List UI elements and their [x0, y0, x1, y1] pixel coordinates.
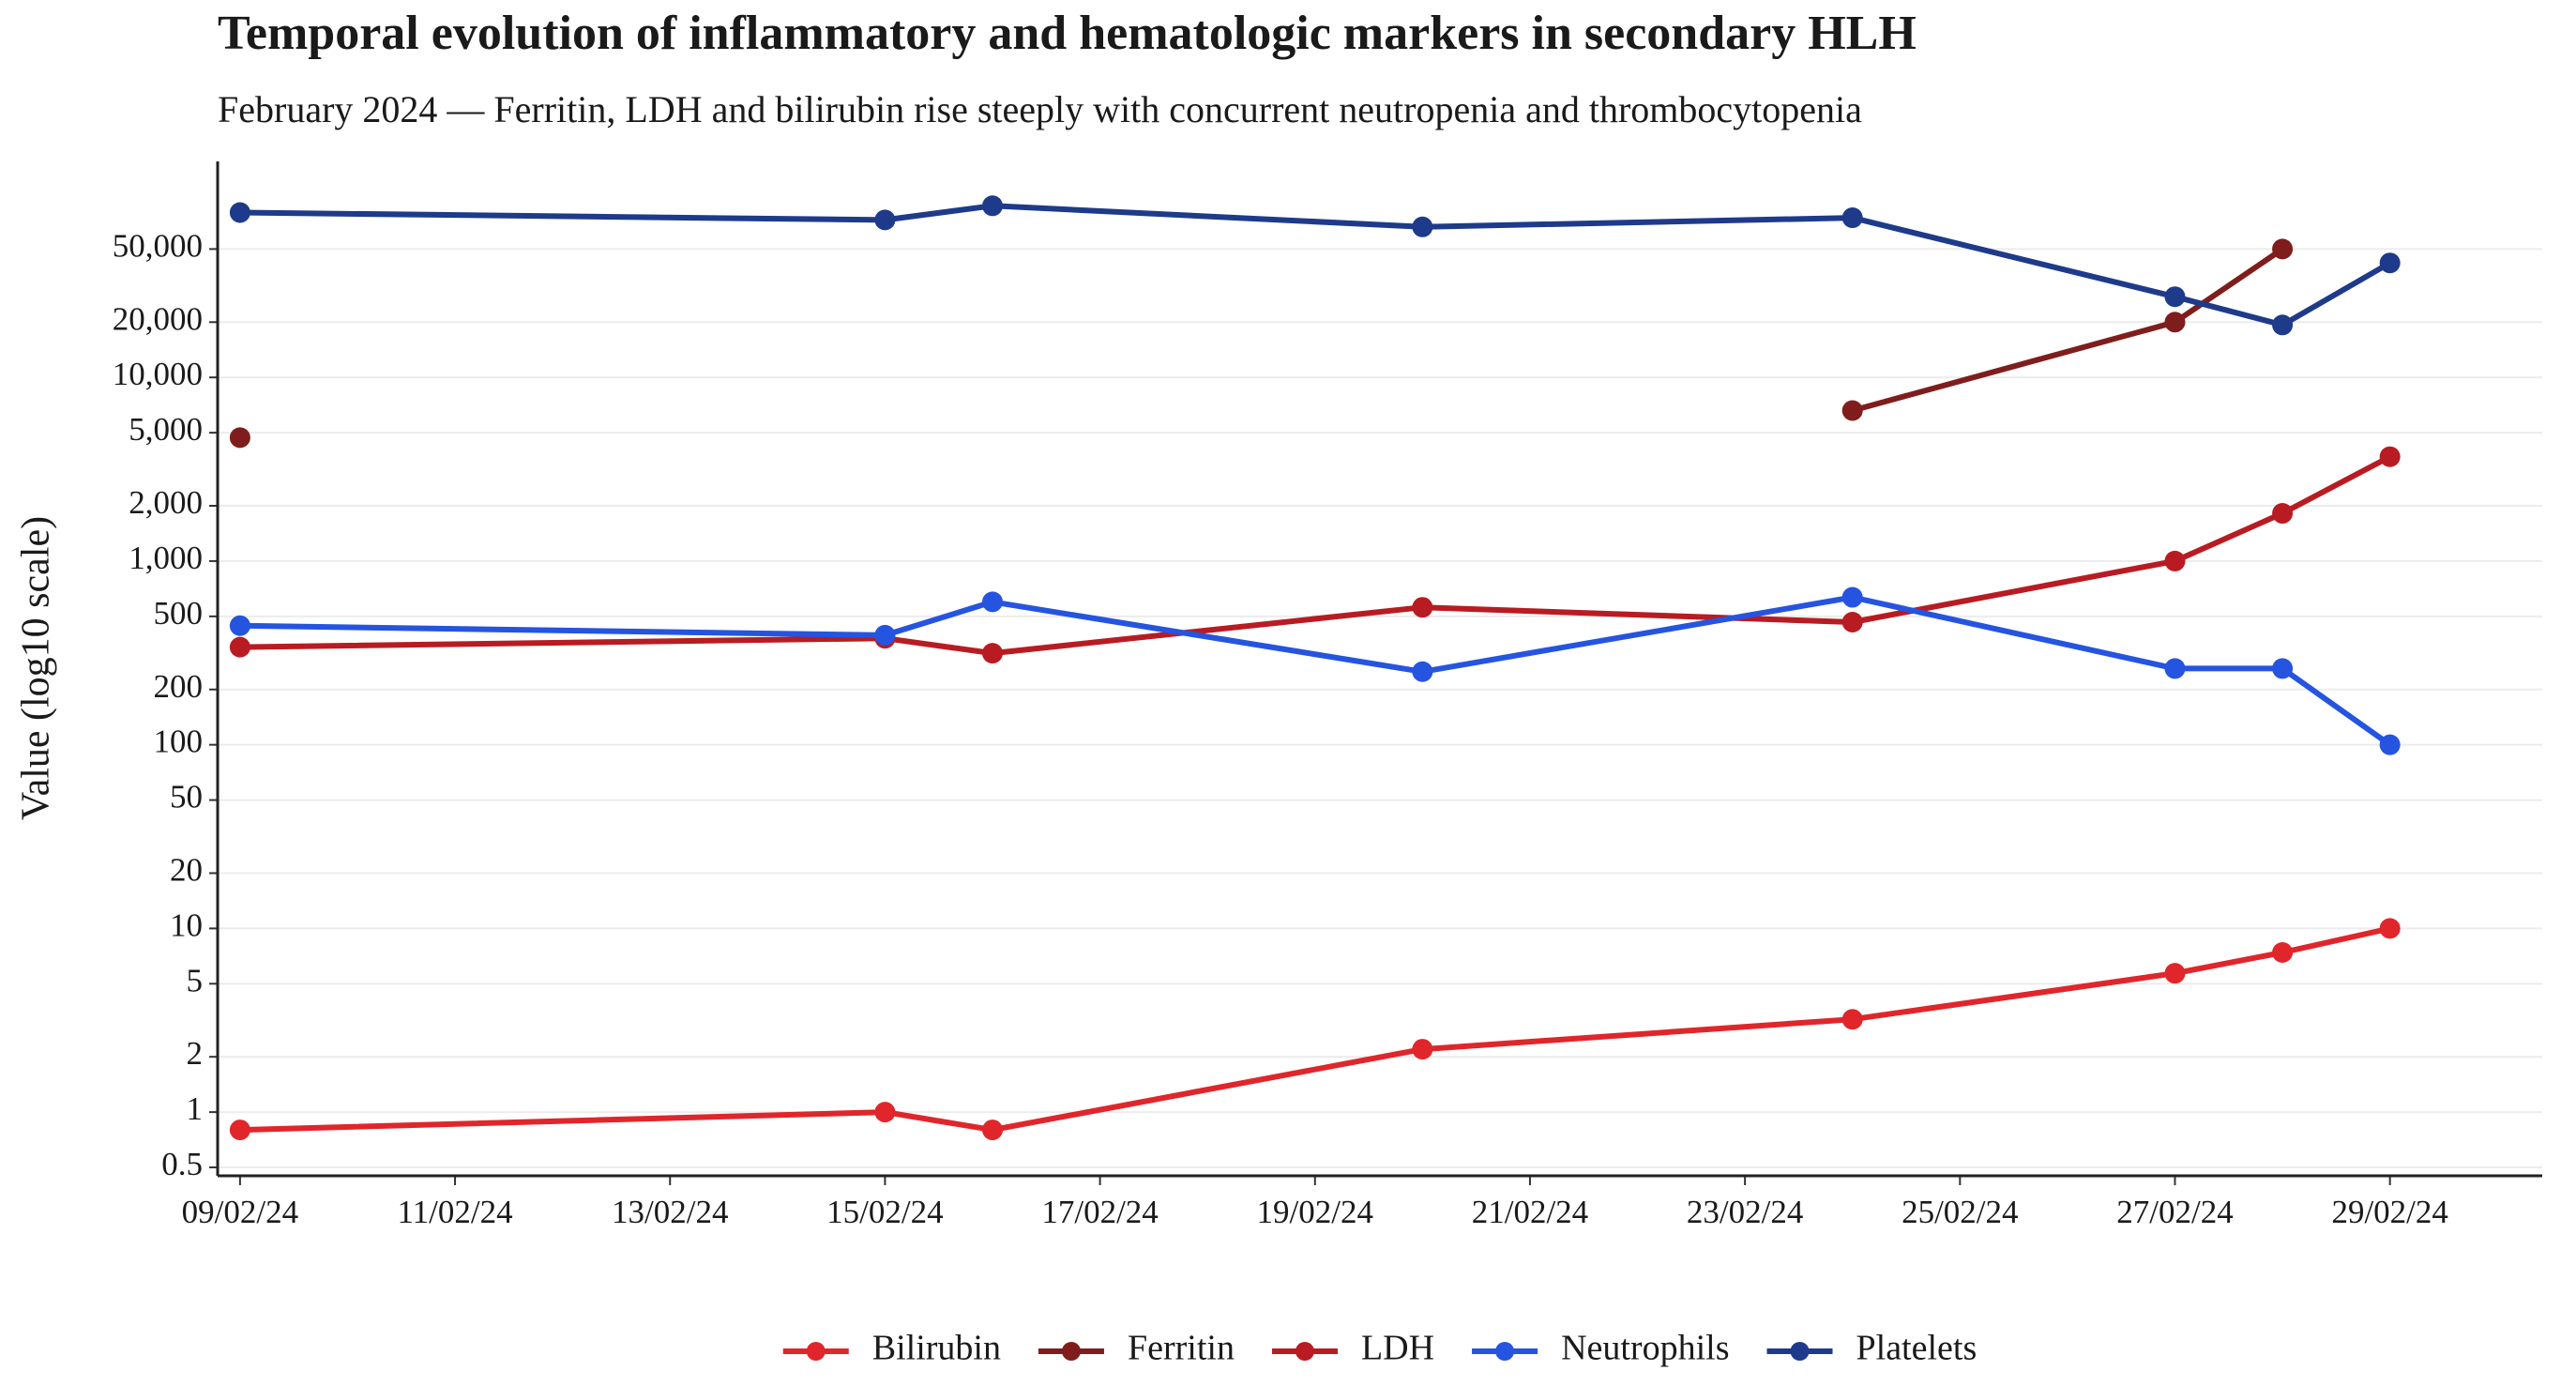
data-point — [2379, 252, 2401, 274]
y-tick-label: 100 — [154, 723, 204, 760]
data-point — [1841, 1009, 1863, 1030]
y-tick-label: 1,000 — [129, 540, 203, 576]
data-point — [1412, 661, 1433, 682]
series-line — [239, 925, 2391, 1134]
data-point — [2272, 503, 2294, 525]
y-tick-label: 20,000 — [113, 300, 203, 337]
data-point — [2379, 918, 2401, 939]
x-tick-label: 27/02/24 — [2116, 1194, 2233, 1230]
data-point — [2272, 658, 2294, 679]
data-point — [229, 202, 250, 223]
data-point — [229, 1119, 250, 1141]
legend-item: Ferritin — [1038, 1329, 1235, 1368]
data-point — [1841, 207, 1863, 229]
data-point — [2379, 734, 2401, 755]
legend-item: Bilirubin — [782, 1329, 1001, 1368]
x-tick-label: 29/02/24 — [2331, 1194, 2447, 1230]
legend-swatch-dot — [1061, 1342, 1081, 1361]
series-line — [239, 594, 2392, 748]
data-point — [1412, 216, 1433, 237]
x-tick-label: 09/02/24 — [182, 1194, 298, 1230]
data-point — [874, 209, 896, 231]
x-tick-label: 17/02/24 — [1041, 1194, 1158, 1230]
x-tick-label: 19/02/24 — [1257, 1194, 1373, 1230]
x-tick-label: 11/02/24 — [397, 1194, 512, 1230]
data-point — [1412, 1039, 1433, 1060]
series-line — [239, 454, 2392, 657]
data-point — [2164, 312, 2186, 333]
legend-swatch-dot — [806, 1342, 826, 1361]
legend-label: Neutrophils — [1561, 1329, 1729, 1368]
y-tick-label: 500 — [154, 595, 204, 632]
y-tick-label: 20 — [170, 852, 203, 889]
data-point — [982, 591, 1003, 613]
x-tick-label: 21/02/24 — [1472, 1194, 1588, 1230]
legend-item: Platelets — [1766, 1329, 1977, 1368]
data-point — [2272, 941, 2294, 963]
x-tick-label: 23/02/24 — [1687, 1194, 1803, 1230]
data-point — [874, 1102, 896, 1123]
data-point — [982, 643, 1003, 664]
legend-label: LDH — [1361, 1329, 1434, 1368]
x-tick-label: 15/02/24 — [826, 1194, 943, 1230]
data-point — [2379, 446, 2401, 467]
data-point — [1841, 586, 1863, 608]
y-tick-label: 10 — [170, 906, 203, 943]
data-point — [2272, 238, 2294, 260]
data-point — [982, 1119, 1003, 1141]
y-tick-label: 50 — [170, 779, 203, 815]
data-point — [1412, 597, 1433, 618]
y-tick-label: 5 — [187, 962, 204, 998]
y-tick-label: 0.5 — [161, 1146, 203, 1182]
data-point — [1841, 612, 1863, 633]
series-line — [239, 203, 2392, 328]
x-tick-label: 13/02/24 — [612, 1194, 728, 1230]
legend-swatch-dot — [1790, 1342, 1810, 1361]
chart-title: Temporal evolution of inflammatory and h… — [218, 7, 1917, 60]
data-point — [2272, 314, 2294, 336]
legend-swatch-dot — [1295, 1342, 1314, 1361]
legend-item: Neutrophils — [1472, 1329, 1730, 1368]
data-point — [1841, 400, 1863, 421]
legend-swatch-dot — [1495, 1342, 1515, 1361]
y-tick-label: 10,000 — [113, 356, 203, 392]
legend-label: Platelets — [1856, 1329, 1977, 1368]
y-axis-label: Value (log10 scale) — [15, 516, 58, 820]
data-point — [2164, 963, 2186, 984]
y-tick-label: 2,000 — [129, 484, 203, 521]
x-tick-label: 25/02/24 — [1902, 1194, 2018, 1230]
y-tick-label: 200 — [154, 668, 204, 705]
data-point — [229, 636, 250, 658]
data-point — [2164, 658, 2186, 679]
chart-subtitle: February 2024 — Ferritin, LDH and biliru… — [218, 88, 1862, 130]
legend-label: Ferritin — [1128, 1329, 1235, 1368]
legend-item: LDH — [1271, 1329, 1434, 1368]
y-tick-label: 50,000 — [113, 227, 203, 264]
data-point — [229, 427, 250, 449]
legend-label: Bilirubin — [872, 1329, 1001, 1368]
data-point — [982, 195, 1003, 217]
y-tick-label: 2 — [187, 1035, 204, 1072]
y-tick-label: 5,000 — [129, 411, 203, 448]
y-tick-label: 1 — [187, 1090, 204, 1127]
data-point — [2164, 550, 2186, 571]
data-point — [229, 615, 250, 636]
data-point — [2164, 286, 2186, 308]
data-point — [874, 624, 896, 646]
